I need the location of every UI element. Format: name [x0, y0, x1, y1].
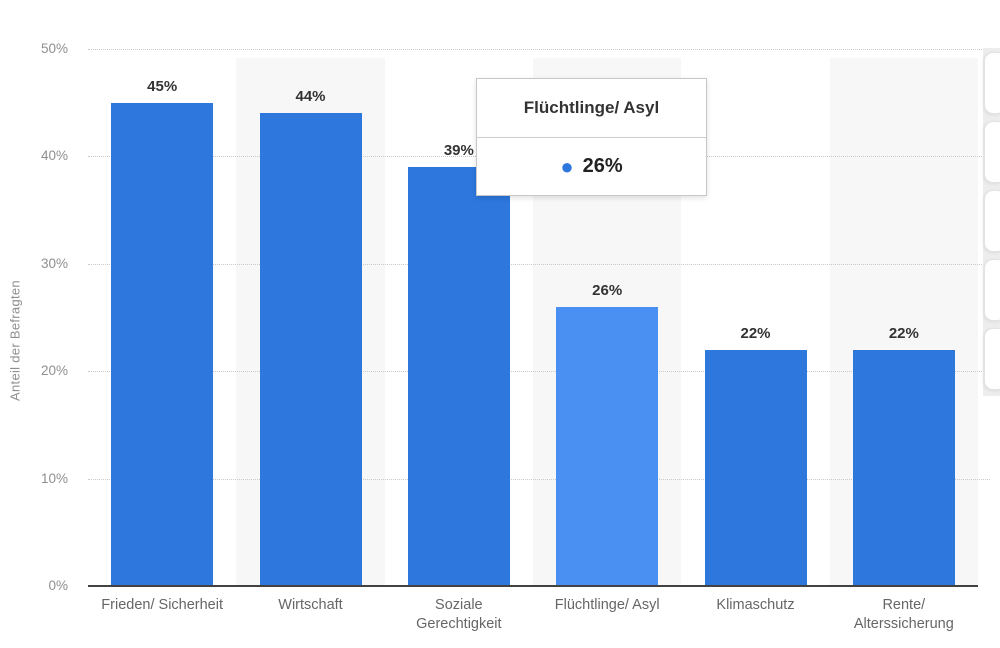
x-category-label: Frieden/ Sicherheit — [101, 597, 223, 613]
y-tick-label: 50% — [40, 41, 68, 56]
side-action-button[interactable] — [984, 259, 1000, 321]
value-label: 45% — [147, 77, 178, 95]
side-action-button[interactable] — [984, 190, 1000, 252]
x-category-label: Rente/ Alterssicherung — [853, 597, 954, 632]
value-label: 44% — [295, 88, 326, 106]
y-tick-label: 0% — [48, 578, 68, 593]
x-category-label: Wirtschaft — [278, 597, 343, 613]
gridline — [88, 478, 990, 480]
gridline — [88, 49, 990, 50]
series-marker-icon: ● — [560, 153, 574, 179]
bar-1[interactable] — [111, 102, 214, 586]
side-action-button[interactable] — [984, 121, 1000, 183]
side-action-rail — [983, 48, 1000, 396]
x-axis-line — [88, 585, 978, 587]
bar-5[interactable] — [704, 349, 807, 586]
x-category-label: Klimaschutz — [716, 597, 795, 613]
bar-6[interactable] — [852, 349, 955, 586]
tooltip-value: 26% — [582, 155, 623, 177]
bar-4[interactable] — [556, 306, 659, 586]
x-category-label: Flüchtlinge/ Asyl — [554, 597, 660, 613]
tooltip-body: ● 26% — [477, 138, 706, 195]
y-axis-title: Anteil der Befragten — [7, 280, 23, 401]
y-tick-label: 10% — [40, 470, 68, 486]
value-label: 22% — [740, 324, 771, 342]
chart-tooltip: Flüchtlinge/ Asyl ● 26% — [476, 78, 707, 196]
y-tick-label: 20% — [40, 363, 68, 379]
tooltip-title: Flüchtlinge/ Asyl — [477, 79, 706, 138]
bar-3[interactable] — [407, 167, 510, 586]
gridline — [88, 263, 990, 265]
side-action-button[interactable] — [984, 328, 1000, 390]
x-category-label: Soziale Gerechtigkeit — [416, 597, 502, 632]
value-label: 39% — [443, 142, 474, 160]
bar-2[interactable] — [259, 113, 362, 586]
value-label: 22% — [888, 324, 919, 342]
y-tick-label: 40% — [40, 148, 68, 164]
gridline — [88, 371, 990, 373]
y-tick-label: 30% — [40, 255, 68, 271]
value-label: 26% — [592, 281, 623, 299]
side-action-button[interactable] — [984, 52, 1000, 114]
